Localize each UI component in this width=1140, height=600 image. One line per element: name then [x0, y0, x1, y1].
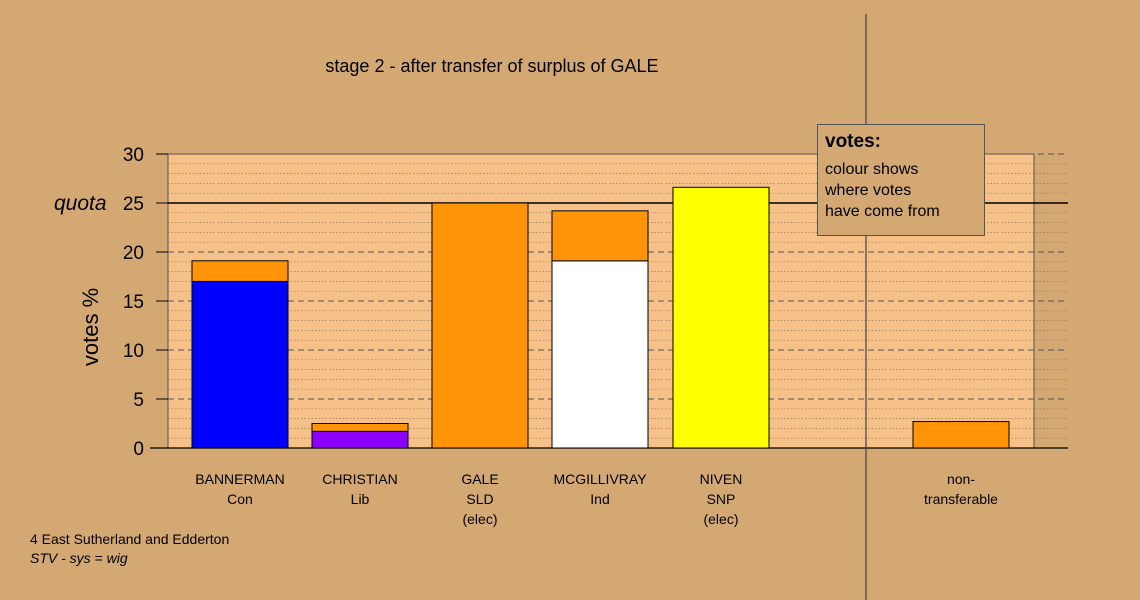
legend-title: votes:	[825, 131, 881, 152]
bar-segment	[912, 421, 1010, 449]
y-axis-label: votes %	[78, 288, 103, 366]
x-category-label: MCGILLIVRAY	[553, 471, 647, 487]
bar-segment	[311, 430, 409, 449]
quota-label: quota	[54, 192, 107, 215]
x-category-label: Ind	[590, 491, 609, 507]
y-tick-label: 0	[133, 439, 144, 460]
y-tick-label: 10	[123, 341, 144, 362]
bar-segment	[311, 423, 409, 432]
x-category-label: GALE	[461, 471, 498, 487]
bar-segment	[672, 186, 770, 449]
x-category-label: CHRISTIAN	[322, 471, 397, 487]
x-category-label: Lib	[351, 491, 370, 507]
legend-line: have come from	[825, 203, 940, 220]
x-category-label: (elec)	[462, 511, 497, 527]
bar-segment	[431, 202, 529, 449]
footer: 4 East Sutherland and Edderton STV - sys…	[30, 530, 229, 568]
y-tick-label: 5	[133, 390, 144, 411]
x-category-label: SLD	[466, 491, 493, 507]
bar-segment	[191, 260, 289, 282]
legend-line: where votes	[825, 182, 912, 199]
x-category-label: (elec)	[703, 511, 738, 527]
bar-segment	[551, 210, 649, 262]
constituency-name: 4 East Sutherland and Edderton	[30, 531, 230, 547]
system-label: STV - sys = wig	[30, 550, 128, 566]
legend-line: colour shows	[825, 161, 919, 178]
x-category-label: SNP	[707, 491, 736, 507]
y-tick-label: 20	[123, 243, 144, 264]
x-category-label: transferable	[924, 491, 998, 507]
x-category-label: non-	[947, 471, 975, 487]
y-tick-label: 15	[123, 292, 144, 313]
x-category-label: NIVEN	[700, 471, 743, 487]
bar-segment	[551, 260, 649, 449]
y-tick-label: 30	[123, 145, 144, 166]
x-category-label: BANNERMAN	[195, 471, 284, 487]
y-tick-label: 25	[123, 194, 144, 215]
chart-title: stage 2 - after transfer of surplus of G…	[325, 56, 658, 76]
x-category-label: Con	[227, 491, 253, 507]
legend-box: votes: colour shows where votes have com…	[817, 124, 985, 236]
bar-segment	[191, 280, 289, 449]
